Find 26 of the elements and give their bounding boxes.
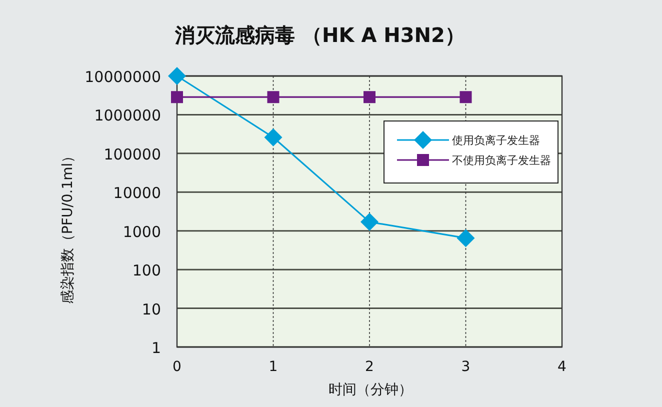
y-tick-label: 10: [142, 300, 161, 318]
y-tick-label: 1: [151, 339, 161, 357]
legend-label: 使用负离子发生器: [452, 134, 540, 147]
x-tick-label: 2: [365, 359, 374, 375]
point: [267, 91, 280, 104]
y-tick-label: 10000: [113, 184, 161, 202]
point: [360, 212, 378, 231]
y-tick-label: 100000: [104, 145, 161, 164]
x-tick-label: 0: [172, 359, 182, 375]
point: [168, 67, 186, 85]
point: [460, 91, 472, 104]
x-tick-label: 4: [558, 359, 567, 375]
point: [364, 91, 376, 104]
x-axis-title: 时间（分钟）: [328, 382, 412, 398]
y-axis-title: 感染指数（PFU/0.1ml）: [60, 148, 76, 304]
y-tick-label: 10000000: [84, 68, 161, 86]
y-tick-label: 1000: [122, 222, 161, 241]
y-tick-label: 100: [132, 262, 161, 280]
x-tick-label: 1: [268, 359, 278, 375]
point: [456, 229, 475, 248]
x-tick-label: 3: [461, 359, 470, 375]
point: [171, 91, 183, 104]
legend-label: 不使用负离子发生器: [452, 154, 551, 167]
point: [264, 128, 282, 146]
y-tick-label: 1000000: [94, 106, 161, 125]
chart-title: 消灭流感病毒 （HK A H3N2）: [174, 23, 465, 47]
